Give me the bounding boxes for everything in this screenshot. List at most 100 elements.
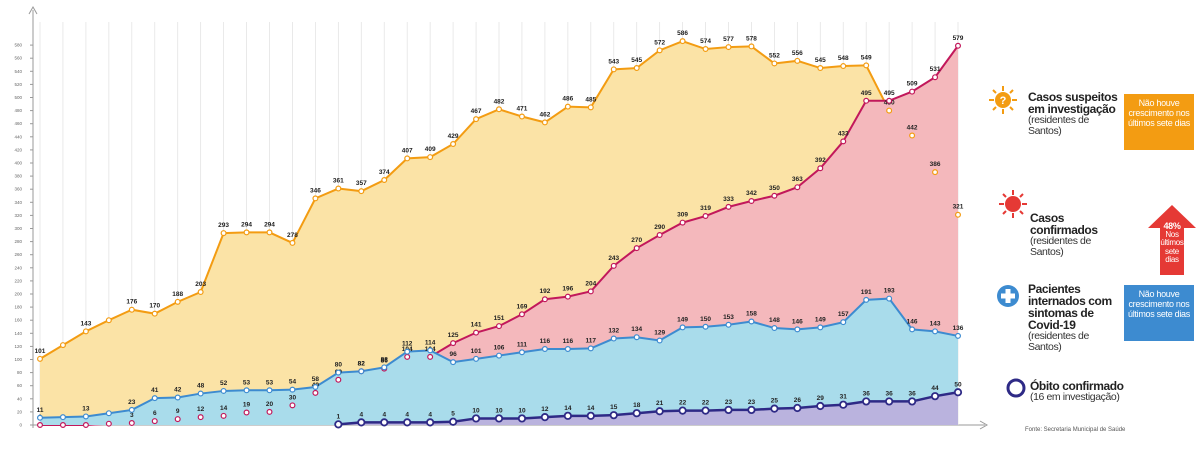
badge: 48% Nos últimos sete dias [1158, 222, 1186, 265]
point [587, 345, 594, 352]
y-tick-label: 500 [14, 95, 22, 100]
data-label: 169 [517, 303, 528, 310]
y-tick-label: 20 [17, 409, 23, 414]
point [403, 418, 412, 427]
point [312, 384, 319, 391]
point [930, 392, 940, 401]
point [358, 368, 365, 375]
y-axis-arrow [28, 5, 38, 15]
legend-entry: Casos confirmados (residentes de Santos) [1030, 212, 1120, 258]
point [312, 389, 319, 396]
data-label: 86 [381, 358, 389, 365]
point [656, 47, 663, 54]
data-label: 111 [517, 341, 528, 348]
data-label: 88 [381, 356, 389, 363]
y-tick-label: 240 [14, 265, 22, 270]
data-label: 157 [838, 311, 849, 318]
data-label: 36 [908, 390, 916, 397]
point [59, 422, 66, 429]
x-axis-arrow [979, 420, 989, 430]
point [909, 88, 916, 95]
point [954, 332, 961, 339]
point [632, 409, 641, 418]
point [197, 414, 204, 421]
point [243, 229, 250, 236]
point [266, 387, 273, 394]
data-label: 23 [748, 399, 756, 406]
data-label: 22 [702, 400, 710, 407]
point [609, 411, 618, 420]
data-label: 319 [700, 205, 711, 212]
point [243, 387, 250, 394]
legend-note: (residentes de Santos) [1028, 330, 1089, 353]
point [197, 390, 204, 397]
data-label: 11 [37, 407, 44, 414]
data-label: 409 [425, 146, 436, 153]
point [907, 397, 917, 406]
data-label: 10 [472, 407, 480, 414]
y-tick-label: 520 [14, 82, 22, 87]
data-label: 442 [907, 124, 918, 131]
data-label: 153 [723, 314, 734, 321]
data-label: 52 [220, 380, 228, 387]
legend-note: (residentes de Santos) [1028, 114, 1089, 137]
point [105, 410, 112, 417]
point [174, 416, 181, 423]
data-label: 125 [448, 332, 459, 339]
point [725, 321, 732, 328]
point [82, 422, 89, 429]
legend-entry: Casos suspeitos em investigação (resident… [1028, 91, 1123, 137]
point [886, 107, 893, 114]
data-label: 82 [358, 360, 366, 367]
data-label: 143 [930, 320, 941, 327]
point [105, 420, 112, 427]
data-label: 116 [540, 338, 551, 345]
y-tick-label: 160 [14, 318, 22, 323]
point [335, 369, 342, 376]
data-label: 136 [953, 325, 964, 332]
point [587, 104, 594, 111]
data-label: 82 [358, 360, 366, 367]
point [289, 239, 296, 246]
data-label: 42 [174, 386, 182, 393]
data-label: 361 [333, 178, 344, 185]
data-label: 462 [539, 111, 550, 118]
y-tick-label: 140 [14, 331, 22, 336]
data-label: 146 [792, 318, 803, 325]
point [817, 165, 824, 172]
legend-label: Casos confirmados [1030, 211, 1098, 237]
data-label: 309 [677, 212, 688, 219]
point [266, 229, 273, 236]
legend-entry: Óbito confirmado (16 em investigação) [1030, 380, 1140, 403]
point [220, 387, 227, 394]
data-label: 531 [930, 66, 941, 73]
data-label: 196 [562, 286, 573, 293]
point [564, 346, 571, 353]
point [840, 63, 847, 70]
data-label: 485 [585, 96, 596, 103]
point [678, 406, 687, 415]
point [817, 65, 824, 72]
data-label: 101 [35, 348, 46, 355]
data-label: 290 [654, 224, 665, 231]
point [450, 340, 457, 347]
data-label: 392 [815, 157, 826, 164]
point [610, 335, 617, 342]
data-label: 204 [585, 280, 596, 287]
y-tick-label: 360 [14, 187, 22, 192]
point [380, 418, 389, 427]
point [518, 113, 525, 120]
point [174, 298, 181, 305]
point [518, 311, 525, 318]
point [656, 232, 663, 239]
y-tick-label: 300 [14, 226, 22, 231]
data-label: 106 [494, 345, 505, 352]
point [426, 418, 435, 427]
point [357, 418, 366, 427]
data-label: 14 [220, 405, 228, 412]
data-label: 549 [861, 54, 872, 61]
data-label: 53 [243, 379, 251, 386]
point [404, 348, 411, 355]
